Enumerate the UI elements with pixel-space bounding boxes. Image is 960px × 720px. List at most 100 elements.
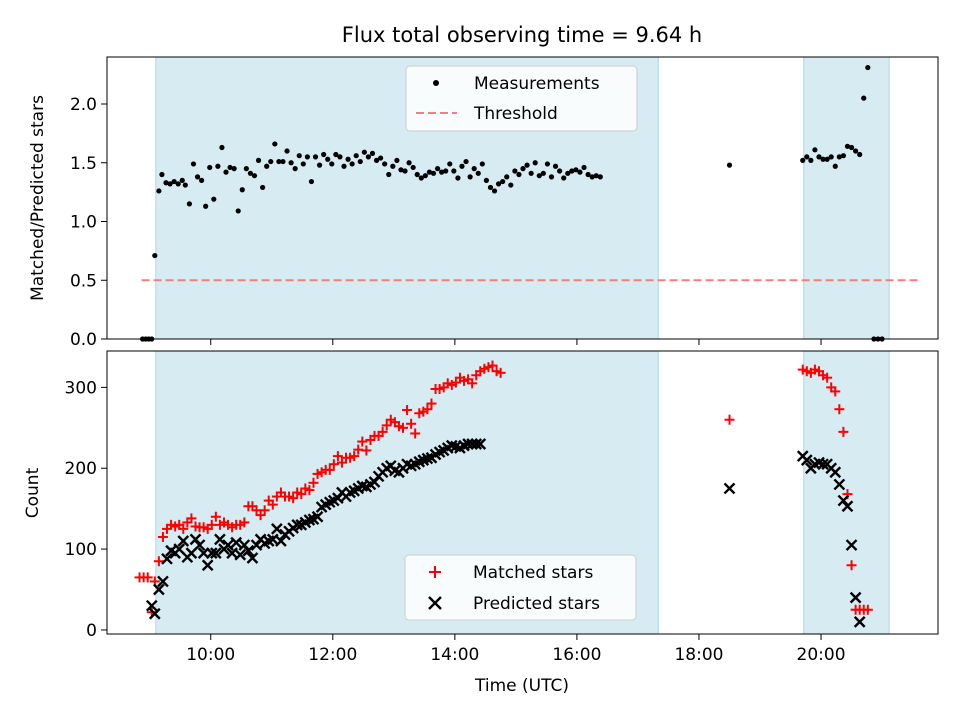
measurement-point [434,166,441,172]
matched-star-point [487,360,498,371]
measurement-point [255,157,262,163]
measurement-point [284,148,290,154]
measurement-point [820,156,826,162]
top-legend: Measurements Threshold [405,65,638,132]
measurement-point [865,64,871,71]
matched-star-point [304,485,315,496]
bottom-panel: 0 100 200 300 10:00 12:00 14:00 16:00 18:00 20:00… [23,350,939,696]
y-tick-label: 2.0 [70,95,97,115]
measurement-point [804,154,810,160]
matched-star-point [495,367,506,378]
measurement-point [179,177,185,183]
measurement-point [304,154,310,160]
measurement-point [467,174,473,180]
measurement-point [349,161,355,167]
predicted-star-point [214,533,226,546]
measurement-point [272,141,278,147]
measurement-point [500,178,506,185]
measurement-point [832,163,838,169]
measurement-point [410,164,416,171]
predicted-star-point [177,535,190,547]
measurement-point [194,174,201,180]
measurement-point [836,154,842,160]
measurement-point [516,171,522,178]
predicted-star-point [421,452,434,465]
bottom-panel-frame [106,350,939,635]
matched-star-point [153,556,164,567]
measurement-point [333,151,339,158]
measurement-point [443,168,449,174]
measurement-point [276,158,282,165]
predicted-star-point [291,518,304,531]
count-points [134,360,873,628]
measurement-point [402,168,408,174]
predicted-star-point [234,548,247,561]
measurement-point [235,208,241,214]
x-tick-label: 10:00 [186,645,235,665]
legend-label-measurements: Measurements [474,74,600,94]
measurement-point [824,156,830,162]
measurement-point [471,166,477,172]
x-tick-label: 14:00 [430,645,479,665]
y-tick-label: 0.5 [70,271,97,291]
matched-star-point [288,493,299,504]
measurement-point [325,156,331,162]
matched-star-point [377,426,388,437]
predicted-star-point [193,539,206,551]
measurement-point [316,162,323,168]
matched-star-point [157,531,168,542]
measurement-point [848,144,855,151]
predicted-star-point [445,439,458,452]
measurement-point [207,164,213,171]
bottom-axis-ticks: 0 100 200 300 10:00 12:00 14:00 16:00 18:00 20:00 [65,378,846,665]
measurement-point [211,196,217,202]
measurement-point [365,154,372,160]
predicted-star-point [145,599,158,612]
measurement-point [577,169,583,175]
measurement-point [321,151,327,158]
predicted-star-point [845,539,858,551]
predicted-star-point [303,514,316,526]
measurement-point [390,163,396,169]
measurement-point [540,170,546,176]
predicted-star-point [723,482,736,495]
top-y-axis-label: Matched/Predicted stars [28,95,48,301]
matched-star-point [422,404,433,415]
measurement-point [536,173,542,179]
measurement-point [853,148,859,154]
measurement-point [215,163,221,169]
measurement-point [495,181,502,187]
measurement-point [369,150,376,156]
measurement-point [163,180,169,186]
matched-star-point [332,451,343,462]
matched-star-point [410,428,421,439]
predicted-star-point [157,575,169,588]
matched-star-point [210,511,221,522]
predicted-star-point [849,591,862,604]
measurement-point [156,188,162,194]
legend-marker-matched [429,566,441,578]
predicted-star-point [470,438,483,450]
measurement-point [565,170,571,176]
predicted-star-point [153,583,165,596]
matched-star-point [308,477,319,488]
measurement-point [451,168,457,174]
measurement-point [361,149,367,155]
top-panel: 0.00.51.01.52.0 Matched/Predicted stars … [28,56,939,350]
legend-marker-measurements [433,80,439,86]
top-legend-box [405,65,638,132]
predicted-star-point [800,454,813,467]
matched-star-point [406,418,417,429]
matched-star-point [822,372,833,383]
measurement-point [455,175,461,181]
measurement-point [345,156,351,162]
measurement-point [406,160,412,166]
measurement-point [585,171,591,178]
matched-star-point [397,422,408,433]
predicted-star-point [271,523,283,535]
measurement-point [828,154,834,160]
measurement-point [382,161,388,167]
measurement-point [247,170,254,176]
predicted-star-point [209,547,222,559]
measurement-point [312,154,319,160]
